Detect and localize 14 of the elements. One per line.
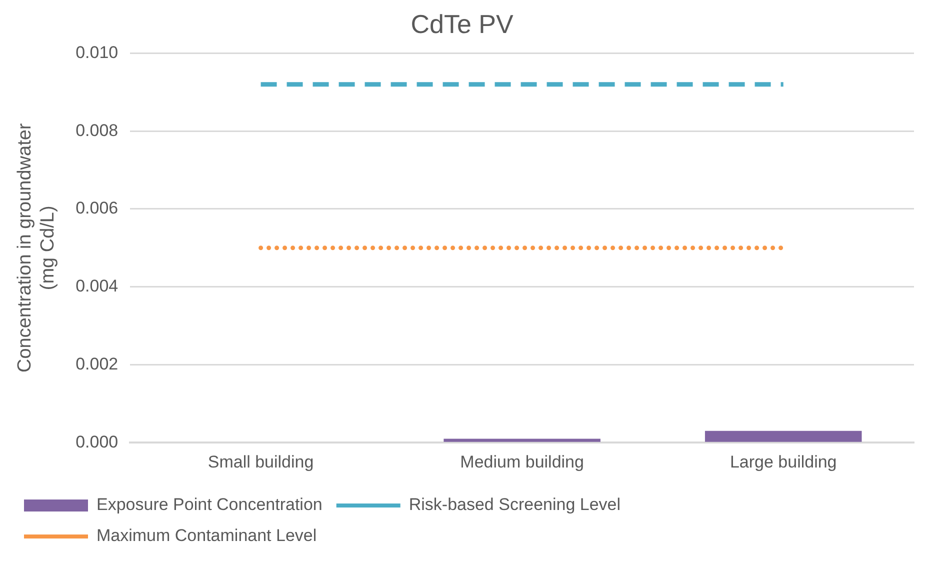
y-tick-label: 0.002 bbox=[76, 354, 118, 374]
x-tick-label: Medium building bbox=[460, 452, 584, 472]
legend-label: Exposure Point Concentration bbox=[96, 495, 322, 514]
y-tick-label: 0.004 bbox=[76, 276, 118, 296]
y-tick-label: 0.008 bbox=[76, 120, 118, 140]
x-tick-label: Small building bbox=[208, 452, 314, 472]
chart-title: CdTe PV bbox=[410, 8, 514, 39]
legend-label: Risk-based Screening Level bbox=[408, 495, 621, 514]
x-tick-label: Large building bbox=[730, 452, 837, 472]
y-tick-label: 0.000 bbox=[76, 432, 118, 452]
y-axis-title: Concentration in groundwater (mg Cd/L) bbox=[14, 122, 58, 373]
y-tick-label: 0.010 bbox=[76, 42, 118, 62]
legend-label: Maximum Contaminant Level bbox=[96, 526, 317, 546]
y-tick-label: 0.006 bbox=[76, 198, 118, 218]
